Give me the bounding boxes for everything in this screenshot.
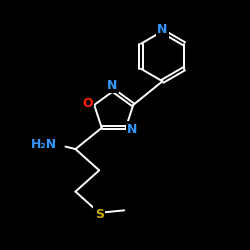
Text: O: O — [82, 97, 92, 110]
Text: N: N — [127, 122, 138, 136]
Text: N: N — [157, 24, 168, 36]
Text: S: S — [95, 208, 104, 220]
Text: H₂N: H₂N — [30, 138, 57, 151]
Text: N: N — [107, 79, 118, 92]
